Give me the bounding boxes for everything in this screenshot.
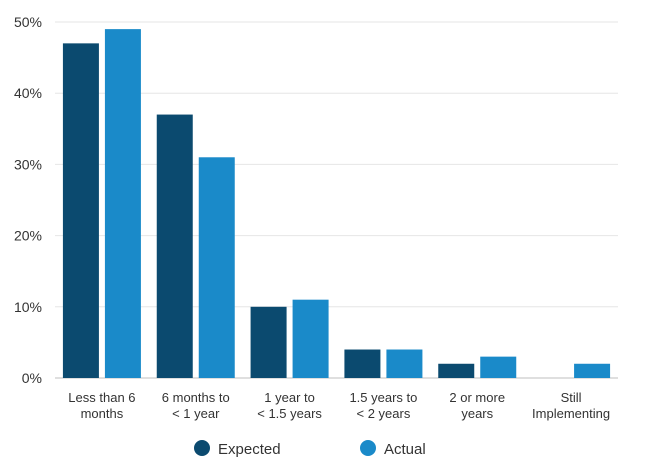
bar-expected	[344, 349, 381, 378]
y-axis: 0% 10% 20% 30% 40% 50%	[14, 14, 42, 386]
bar-actual	[198, 157, 235, 378]
x-tick-label: Less than 6 months	[68, 390, 135, 421]
bar-actual	[386, 349, 423, 378]
legend-swatch-actual	[360, 440, 376, 456]
x-axis: Less than 6 months 6 months to < 1 year 1 ye…	[68, 390, 610, 421]
bar-actual	[574, 363, 611, 378]
bar-expected	[438, 363, 475, 378]
x-tick-label: 6 months to < 1 year	[162, 390, 230, 421]
y-tick-label: 20%	[14, 228, 42, 244]
x-tick-label: Still Implementing	[532, 390, 610, 421]
bars	[62, 29, 611, 379]
bar-expected	[62, 43, 99, 379]
x-tick-label: 1.5 years to < 2 years	[349, 390, 417, 421]
y-tick-label: 30%	[14, 156, 42, 172]
y-tick-label: 50%	[14, 14, 42, 30]
x-tick-label: 2 or more years	[449, 390, 505, 421]
bar-actual	[104, 29, 141, 379]
gridlines	[55, 21, 618, 379]
bar-actual	[292, 299, 329, 378]
bar-expected	[250, 306, 287, 378]
legend-label-expected: Expected	[218, 441, 281, 458]
bar-actual	[480, 356, 517, 378]
y-tick-label: 40%	[14, 85, 42, 101]
legend-label-actual: Actual	[384, 441, 426, 458]
y-tick-label: 10%	[14, 299, 42, 315]
y-tick-label: 0%	[22, 370, 42, 386]
bar-expected	[156, 114, 193, 378]
x-tick-label: 1 year to < 1.5 years	[257, 390, 322, 421]
legend-swatch-expected	[194, 440, 210, 456]
legend: Expected Actual	[194, 440, 426, 458]
